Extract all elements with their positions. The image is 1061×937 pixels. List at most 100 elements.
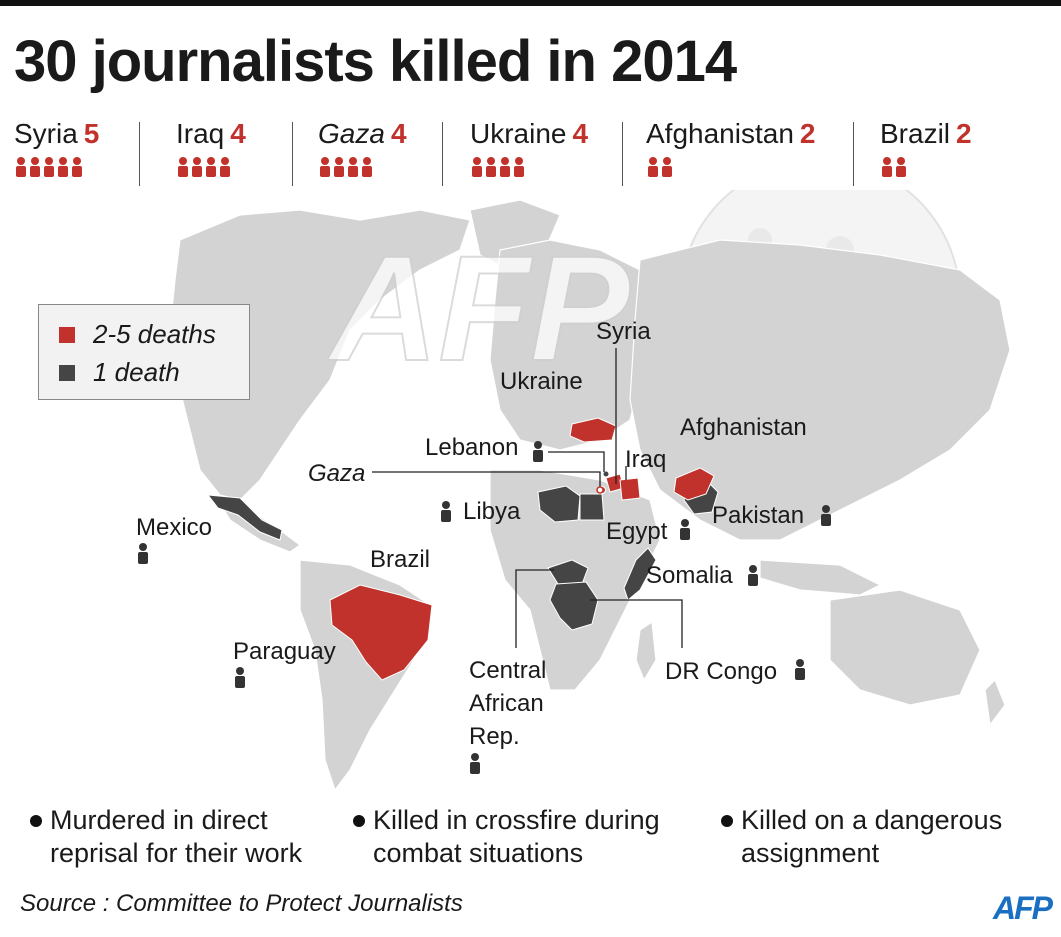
high-death-countries [329,417,715,681]
legend-high-label: 2-5 deaths [93,319,216,349]
divider [292,122,293,186]
person-icon [348,157,358,177]
source-credit: Source : Committee to Protect Journalist… [20,890,463,917]
country-ukraine [569,417,617,443]
person-icons [318,156,407,178]
label-libya: Libya [463,498,521,525]
stat-count: 2 [799,118,816,149]
person-icon [334,157,344,177]
person-icon [44,157,54,177]
landmass-north-america [169,209,471,501]
bullet-text: combat situations [373,838,584,868]
country-stats: Syria 5 Iraq 4 Gaza 4 Ukraine 4 Afghanistan 2… [0,118,1061,188]
stat-name: Iraq [176,118,225,149]
label-ukraine: Ukraine [500,368,583,395]
label-dr-congo: DR Congo [665,658,778,685]
label-central-african-rep: Central African Rep. [469,654,546,753]
person-icon [662,157,672,177]
person-icon [72,157,82,177]
person-icon [320,157,330,177]
person-icon [220,157,230,177]
pin-egypt [680,519,690,540]
person-icons [880,156,972,178]
pin-libya [441,501,451,522]
person-icon-row [16,157,82,177]
pin-dr-congo [795,659,805,680]
divider [442,122,443,186]
label-iraq: Iraq [625,446,667,473]
label-egypt: Egypt [606,518,668,545]
person-icon [192,157,202,177]
landmass-asia [629,239,1011,541]
person-icons [14,156,99,178]
pin-central-african-rep [470,753,480,774]
bullet-text: reprisal for their work [50,838,303,868]
stat-count: 5 [83,118,100,149]
bullet-dot [30,815,42,827]
divider [139,122,140,186]
country-central-african-rep [547,559,589,585]
person-icon-row [178,157,230,177]
leader-gaza [372,471,601,488]
stat-name: Ukraine [470,118,567,149]
legend-swatch-dark [59,364,75,381]
person-icon [896,157,906,177]
top-rule [0,0,1061,6]
country-brazil [329,584,433,681]
bullet-reprisal: Murdered in direct reprisal for their wo… [30,804,303,870]
bullet-text: Murdered in direct [50,805,268,835]
stat-gaza: Gaza 4 [318,118,407,188]
pin-pakistan [821,505,831,526]
person-icon-row [472,157,524,177]
stat-syria: Syria 5 [14,118,99,188]
person-icon [206,157,216,177]
person-icon [514,157,524,177]
bullet-dot [353,815,365,827]
pin-lebanon [533,441,543,462]
bullet-text: Killed in crossfire during [373,805,660,835]
country-libya [537,485,581,523]
country-afghanistan [673,467,715,501]
person-icon-row [648,157,672,177]
person-icon [882,157,892,177]
leader-drc [590,599,683,648]
pin-somalia [748,565,758,586]
person-icon [58,157,68,177]
stat-name: Gaza [318,118,385,149]
legend-swatch-red [59,326,75,343]
stat-name: Syria [14,118,78,149]
country-dr-congo [549,581,599,631]
label-line: Central [469,657,547,684]
pin-mexico [138,543,148,564]
stat-count: 4 [230,118,246,149]
person-icon [648,157,658,177]
afp-logo: AFP [993,890,1053,926]
stat-brazil: Brazil 2 [880,118,972,188]
page-title: 30 journalists killed in 2014 [14,29,737,94]
leader-gaza-dot [596,486,604,494]
label-brazil: Brazil [370,546,431,573]
one-death-countries [206,470,719,665]
landmass-indonesia [759,559,882,596]
stat-afghanistan: Afghanistan 2 [646,118,815,188]
legend-low: 1 death [59,357,180,388]
person-icons [646,156,815,178]
country-mexico [206,494,283,541]
label-somalia: Somalia [646,562,733,589]
person-icons [176,156,246,178]
stat-count: 2 [956,118,972,149]
country-iraq [619,477,641,501]
landmass-new-zealand [984,678,1006,727]
bullet-crossfire: Killed in crossfire during combat situat… [353,804,660,870]
divider [853,122,854,186]
stat-name: Brazil [880,118,951,149]
person-icons [470,156,588,178]
leader-lines [372,348,683,648]
person-icon [362,157,372,177]
label-gaza: Gaza [308,460,366,487]
legend-high: 2-5 deaths [59,319,216,350]
bullet-assignment: Killed on a dangerous assignment [721,804,1002,870]
person-icon [30,157,40,177]
label-pakistan: Pakistan [712,502,805,529]
stat-ukraine: Ukraine 4 [470,118,588,188]
